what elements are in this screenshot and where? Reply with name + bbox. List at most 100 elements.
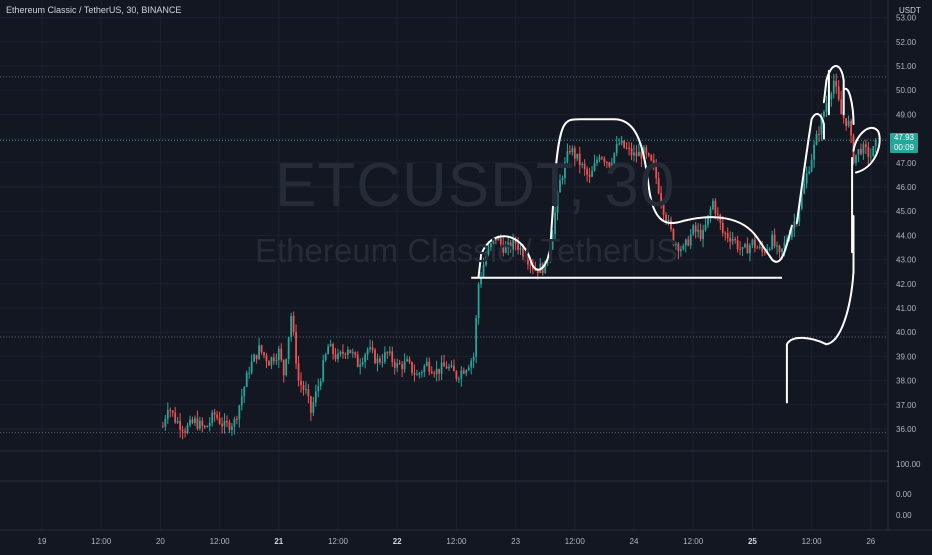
candle-body <box>721 222 724 233</box>
candle-body <box>255 354 258 360</box>
candle-body <box>502 243 505 253</box>
time-axis[interactable]: 19 12:00 20 12:00 21 12:00 22 12:00 23 12:00 24 12:… <box>0 529 932 546</box>
indicator-tick-label: 0.00 <box>896 511 912 520</box>
candle-body <box>687 239 690 246</box>
candle-body <box>351 352 354 354</box>
candle-body <box>398 363 401 365</box>
candle-body <box>240 396 243 406</box>
user-drawings[interactable] <box>471 65 881 404</box>
candle-body <box>507 242 510 248</box>
candle-body <box>342 351 344 354</box>
candle-body <box>860 149 862 154</box>
candle-body <box>191 419 194 423</box>
candle-body <box>790 228 793 238</box>
candle-body <box>499 238 502 244</box>
candle-body <box>756 247 759 249</box>
candle-body <box>285 359 288 376</box>
candle-body <box>670 219 672 230</box>
candle-body <box>487 247 490 255</box>
candle-body <box>618 143 621 145</box>
candle-body <box>263 352 265 356</box>
time-tick-label: 12:00 <box>210 537 231 546</box>
candle-body <box>509 242 512 250</box>
time-tick-label: 12:00 <box>802 537 823 546</box>
candle-body <box>203 425 206 428</box>
candle-body <box>620 140 623 144</box>
candle-body <box>561 178 564 181</box>
candle-body <box>652 160 655 164</box>
time-tick-label: 12:00 <box>446 537 467 546</box>
candle-body <box>512 239 515 250</box>
candle-body <box>872 146 875 157</box>
candle-body <box>778 245 781 253</box>
candle-body <box>776 245 778 247</box>
candle-body <box>418 373 421 375</box>
candle-body <box>773 234 776 247</box>
candle-body <box>475 318 478 357</box>
candle-body <box>625 147 628 149</box>
candle-body <box>583 163 586 169</box>
candle-body <box>758 246 761 248</box>
candle-body <box>823 111 825 117</box>
price-tick-label: 39.00 <box>896 352 917 361</box>
candle-body <box>835 80 838 87</box>
candle-body <box>593 162 596 171</box>
candle-body <box>810 159 813 172</box>
candle-body <box>297 363 300 381</box>
candle-body <box>253 354 256 362</box>
candle-body <box>322 360 325 382</box>
candle-body <box>381 361 384 363</box>
candle-body <box>428 361 431 372</box>
candle-body <box>494 238 497 241</box>
candle-body <box>406 359 408 362</box>
candle-body <box>443 362 445 367</box>
candle-body <box>724 232 727 234</box>
candle-body <box>477 284 480 319</box>
candle-body <box>455 371 458 379</box>
candle-body <box>603 158 606 162</box>
candle-body <box>709 209 712 216</box>
candle-body <box>529 264 532 266</box>
candle-body <box>855 154 857 164</box>
candles <box>161 73 877 440</box>
candle-body <box>361 362 364 365</box>
candle-body <box>233 418 236 427</box>
candle-body <box>591 170 593 177</box>
candle-body <box>194 418 196 423</box>
candle-body <box>736 239 739 250</box>
candle-body <box>374 349 376 364</box>
candle-body <box>549 249 552 260</box>
candle-body <box>403 361 406 370</box>
candle-body <box>356 354 359 368</box>
candle-body <box>245 372 248 388</box>
candle-body <box>270 357 273 366</box>
candle-body <box>408 359 411 362</box>
symbol-title[interactable]: Ethereum Classic / TetherUS, 30, BINANCE <box>6 5 182 15</box>
candle-body <box>334 354 337 360</box>
bar-countdown: 00:09 <box>893 143 915 152</box>
candle-body <box>707 215 709 225</box>
candle-body <box>793 221 796 229</box>
candle-body <box>460 370 463 379</box>
candle-body <box>729 237 732 242</box>
candle-body <box>364 354 367 363</box>
candle-body <box>221 423 223 427</box>
candle-body <box>386 352 389 354</box>
candle-body <box>613 152 616 163</box>
candle-body <box>524 256 527 260</box>
time-tick-label: 20 <box>156 537 165 546</box>
price-unit-label[interactable]: USDT <box>899 6 921 15</box>
candle-body <box>171 410 174 413</box>
candle-body <box>268 361 270 366</box>
candle-body <box>588 174 591 177</box>
candle-body <box>749 245 751 254</box>
candle-body <box>564 162 566 179</box>
candle-body <box>573 148 576 159</box>
candle-body <box>324 354 327 361</box>
candle-body <box>571 148 574 153</box>
candle-body <box>751 239 754 246</box>
candle-body <box>867 146 870 157</box>
